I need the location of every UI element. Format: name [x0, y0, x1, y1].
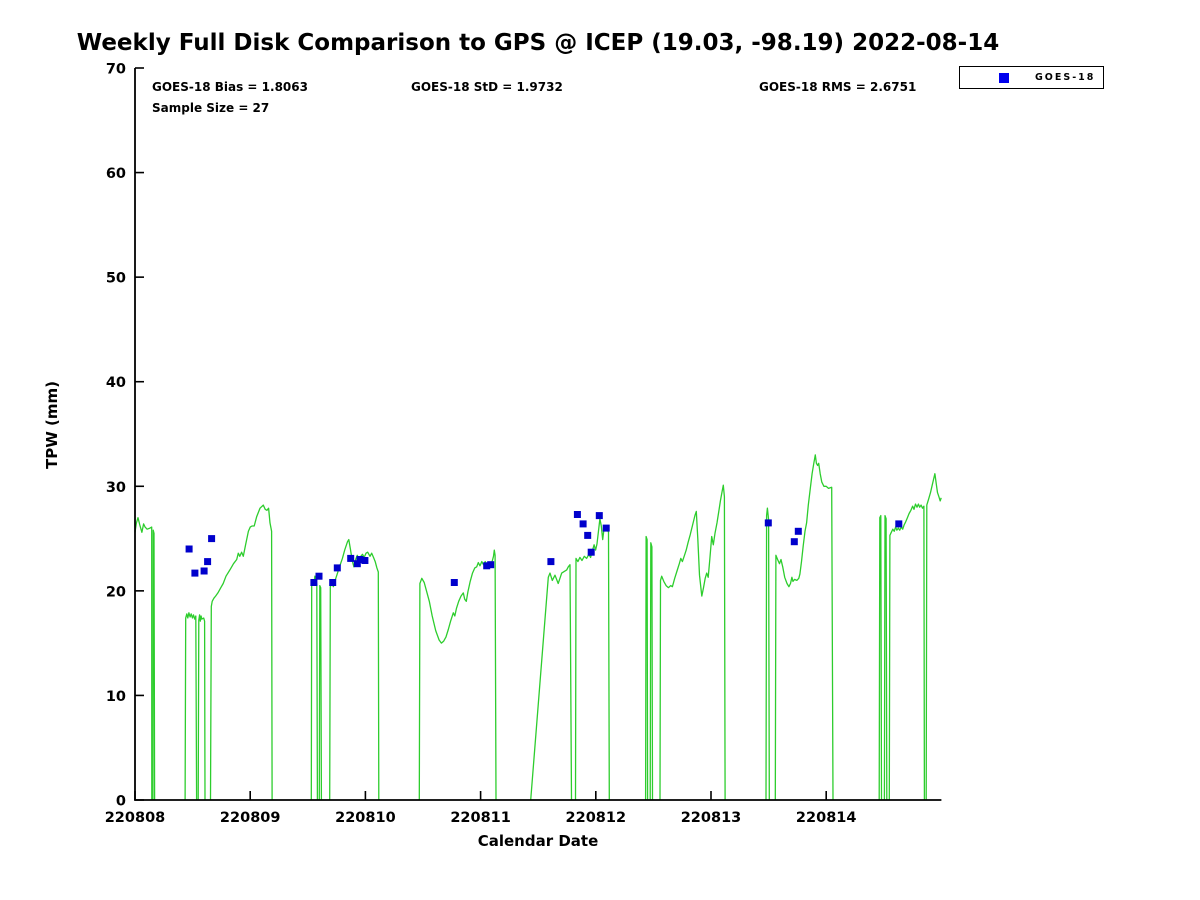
goes18-data-point	[602, 524, 610, 532]
goes18-marker-series	[185, 511, 903, 586]
gps-line-segment	[925, 473, 942, 801]
gps-line-segment	[310, 575, 319, 801]
stat-rms: GOES-18 RMS = 2.6751	[759, 80, 917, 94]
y-tick-label: 0	[116, 794, 126, 810]
goes18-data-point	[185, 545, 193, 553]
x-tick-label: 220809	[220, 810, 281, 826]
goes18-data-point	[584, 531, 592, 539]
goes18-data-point	[347, 554, 355, 562]
goes18-data-point	[764, 519, 772, 527]
gps-line-segment	[644, 535, 649, 801]
goes18-data-point	[329, 579, 337, 586]
tick-labels: 220808 220809 220810 220811 220812 220813 2208…	[105, 62, 857, 827]
goes18-data-point	[895, 520, 903, 528]
gps-line-segment	[329, 538, 380, 801]
stat-bias: GOES-18 Bias = 1.8063	[152, 80, 308, 94]
gps-line-segment	[765, 507, 770, 801]
stat-sample-size: Sample Size = 27	[152, 101, 270, 115]
goes18-data-point	[595, 512, 603, 520]
goes18-data-point	[587, 548, 595, 556]
goes18-data-point	[579, 520, 587, 528]
goes18-data-point	[333, 564, 341, 572]
y-tick-label: 20	[106, 584, 126, 600]
goes18-data-point	[790, 538, 798, 546]
y-tick-label: 60	[106, 166, 126, 182]
goes18-data-point	[547, 558, 555, 566]
chart-title: Weekly Full Disk Comparison to GPS @ ICE…	[76, 30, 1000, 56]
legend-marker-square-icon	[999, 72, 1009, 83]
x-axis-label: Calendar Date	[477, 832, 599, 850]
goes18-data-point	[361, 557, 369, 564]
gps-line-segment	[209, 504, 273, 801]
goes18-data-point	[794, 527, 802, 535]
gps-line-segment	[418, 549, 497, 801]
axes	[134, 67, 942, 801]
goes18-data-point	[204, 558, 212, 566]
gps-line-segment	[318, 584, 323, 801]
x-tick-label: 220814	[796, 810, 857, 826]
gps-line-segment	[878, 514, 883, 801]
y-tick-label: 30	[106, 480, 126, 496]
legend-label: GOES-18	[1035, 72, 1096, 83]
x-tick-label: 220808	[105, 810, 166, 826]
gps-line-segment	[134, 517, 153, 801]
gps-line-segment	[649, 542, 654, 801]
goes18-data-point	[450, 579, 458, 586]
goes18-data-point	[487, 561, 495, 569]
gps-line-segment	[152, 529, 156, 801]
y-tick-label: 40	[106, 375, 126, 391]
gps-line-series	[134, 454, 942, 801]
x-tick-label: 220811	[450, 810, 511, 826]
goes18-data-point	[315, 572, 323, 580]
goes18-data-point	[310, 579, 318, 586]
x-tick-label: 220810	[335, 810, 396, 826]
gps-line-segment	[530, 564, 573, 801]
goes18-data-point	[573, 511, 581, 518]
goes18-data-point	[208, 535, 216, 543]
gps-line-segment	[888, 503, 926, 801]
goes18-data-point	[356, 556, 364, 563]
goes18-data-point	[353, 560, 361, 568]
x-tick-label: 220812	[566, 810, 627, 826]
goes18-data-point	[483, 562, 491, 570]
gps-line-segment	[774, 454, 834, 801]
gps-line-segment	[659, 484, 726, 801]
y-tick-label: 50	[106, 271, 126, 287]
gps-line-segment	[184, 612, 198, 801]
gps-line-segment	[883, 514, 888, 801]
goes18-data-point	[200, 567, 208, 575]
legend: GOES-18	[959, 66, 1104, 89]
gps-line-segment	[574, 518, 610, 801]
stat-std: GOES-18 StD = 1.9732	[411, 80, 563, 94]
y-tick-label: 10	[106, 689, 126, 705]
goes18-data-point	[191, 569, 199, 577]
gps-line-segment	[197, 614, 206, 801]
x-tick-label: 220813	[681, 810, 742, 826]
y-tick-label: 70	[106, 62, 126, 78]
